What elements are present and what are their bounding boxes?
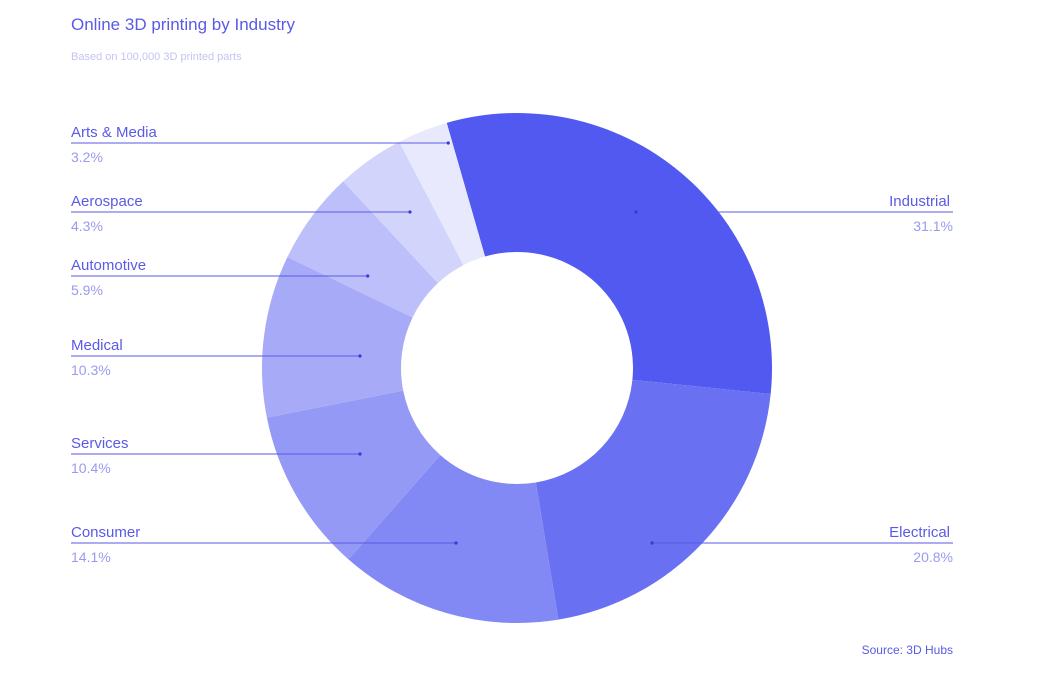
- chart-subtitle: Based on 100,000 3D printed parts: [71, 51, 242, 63]
- slice-medical: [262, 256, 413, 418]
- leader-dot-automotive: [366, 274, 370, 278]
- leader-dot-medical: [358, 354, 362, 358]
- leader-dot-industrial: [634, 210, 638, 214]
- donut-slices: [262, 112, 772, 624]
- slice-industrial: [446, 112, 772, 394]
- value-electrical: 20.8%: [913, 549, 953, 565]
- slice-services: [266, 390, 441, 560]
- label-arts-and-media: Arts & Media: [71, 124, 158, 141]
- chart-title: Online 3D printing by Industry: [71, 15, 295, 34]
- label-aerospace: Aerospace: [71, 193, 143, 210]
- leader-dot-consumer: [454, 541, 458, 545]
- value-industrial: 31.1%: [913, 218, 953, 234]
- leader-dot-electrical: [650, 541, 654, 545]
- slice-automotive: [287, 181, 438, 318]
- value-medical: 10.3%: [71, 362, 111, 378]
- slice-consumer: [348, 455, 559, 624]
- leader-dot-services: [358, 452, 362, 456]
- slice-labels: Industrial 31.1% Electrical 20.8% Consumer 14…: [71, 124, 953, 565]
- leader-dot-aerospace: [408, 210, 412, 214]
- value-arts-and-media: 3.2%: [71, 149, 103, 165]
- value-services: 10.4%: [71, 460, 111, 476]
- leader-dot-arts-and-media: [446, 141, 450, 145]
- label-electrical: Electrical: [889, 524, 950, 541]
- label-automotive: Automotive: [71, 257, 146, 274]
- slice-arts-and-media: [399, 122, 486, 266]
- label-industrial: Industrial: [889, 193, 950, 210]
- source-note: Source: 3D Hubs: [861, 643, 953, 657]
- label-services: Services: [71, 435, 129, 452]
- value-automotive: 5.9%: [71, 282, 103, 298]
- value-aerospace: 4.3%: [71, 218, 103, 234]
- label-medical: Medical: [71, 337, 123, 354]
- slice-electrical: [535, 379, 771, 620]
- value-consumer: 14.1%: [71, 549, 111, 565]
- label-consumer: Consumer: [71, 524, 140, 541]
